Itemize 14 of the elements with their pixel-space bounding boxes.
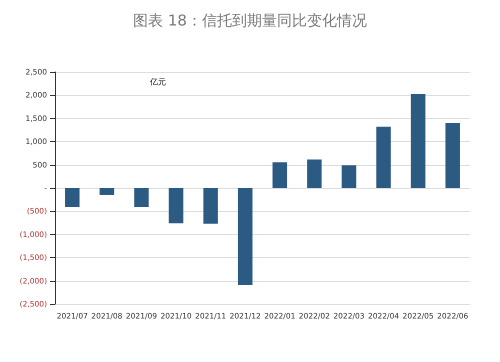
bar	[100, 188, 114, 195]
bar	[307, 159, 322, 188]
y-axis-title: 亿元	[149, 78, 166, 86]
bar	[376, 126, 391, 188]
bar	[445, 123, 460, 188]
bar	[168, 188, 184, 224]
bar	[272, 162, 288, 188]
bar	[410, 94, 426, 188]
bar	[134, 188, 149, 208]
chart-title: 图表 18：信托到期量同比变化情况	[133, 12, 367, 30]
bar	[65, 188, 80, 208]
bar	[203, 188, 218, 224]
bar	[238, 188, 252, 285]
bar	[342, 165, 356, 188]
